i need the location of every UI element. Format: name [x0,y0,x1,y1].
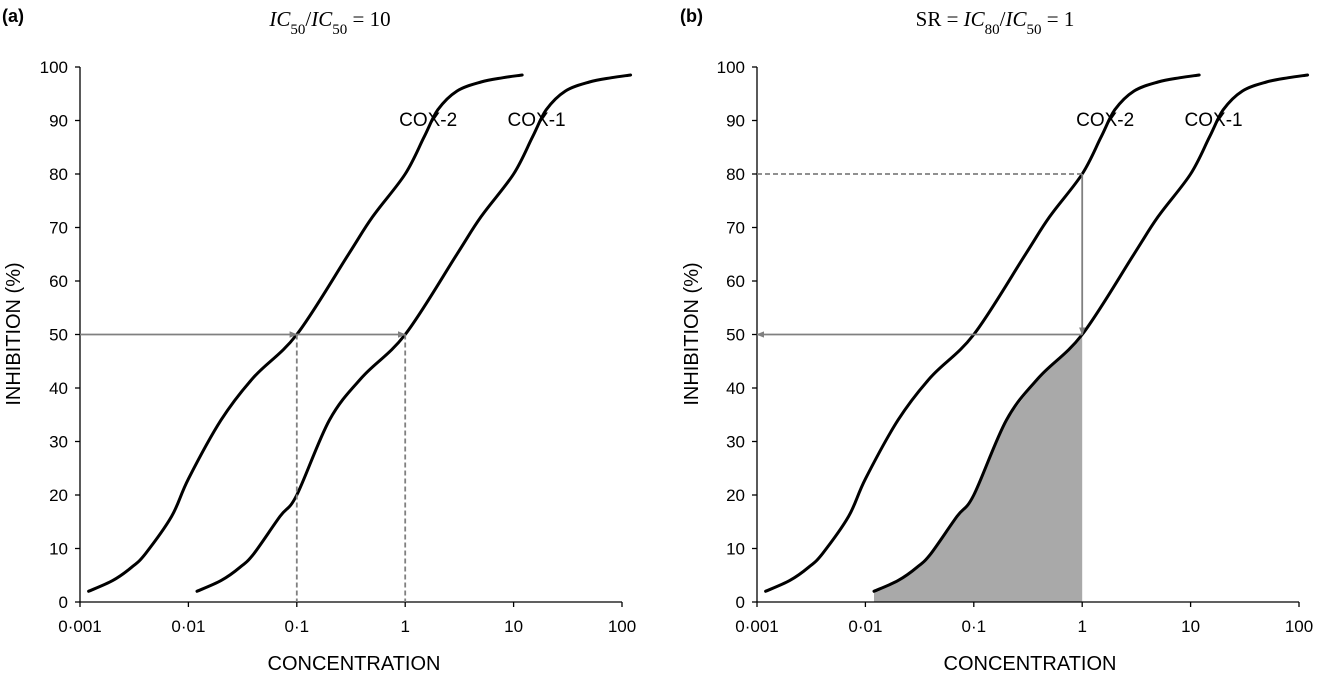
panel-a-cox-1-curve [195,73,633,593]
panel-b-title-part: 50 [1027,22,1042,38]
panel-b-cox-1-curve [872,73,1310,593]
panel-a-y-tick-label: 60 [49,272,68,291]
panel-b-chart: (b) SR = IC80/IC50 = 1 01020304050607080… [680,6,1313,675]
panel-b-x-tick-label: 10 [1181,617,1200,636]
panel-a-plot-area: 0 10 20 30 40 50 60 70 80 90 100 0·001 0·01 0·1 1 10 100… [40,58,637,636]
panel-a-y-tick-label: 90 [49,112,68,131]
panel-a-title-part: IC [310,7,333,31]
panel-b-letter: (b) [680,6,703,26]
panel-a-y-tick-label: 50 [49,326,68,345]
panel-a-title-part: = 10 [347,7,390,31]
panel-b-title: SR = IC80/IC50 = 1 [916,7,1075,38]
panel-b-x-tick-label: 0·1 [962,617,987,636]
panel-a-y-tick-label: 30 [49,433,68,452]
panel-a-x-tick-label: 0·01 [171,617,205,636]
panel-b-title-part: IC [963,7,986,31]
panel-a-y-tick-label: 10 [49,540,68,559]
panel-b-cox-2-curve [764,73,1201,593]
panel-b-y-tick-label: 80 [726,165,745,184]
panel-a-title: IC50/IC50 = 10 [268,7,390,38]
panel-a-title-part: / [305,7,311,31]
panel-a-chart: (a) IC50/IC50 = 10 010203040506070809010… [2,6,636,675]
panel-b-shaded-area [874,334,1083,602]
panel-a-x-tick-label: 10 [504,617,523,636]
panel-b-y-axis-label: INHIBITION (%) [681,262,703,405]
panel-a-y-tick-label: 0 [59,593,68,612]
panel-a-y-tick-label: 20 [49,486,68,505]
panel-b-x-axis-label: CONCENTRATION [944,653,1117,675]
panel-a-x-tick-label: 0·001 [58,617,101,636]
panel-b-title-part: IC [1005,7,1028,31]
panel-b-cox-2-label: COX-2 [1076,110,1134,131]
panel-b-y-tick-label: 70 [726,219,745,238]
panel-a-y-tick-label: 70 [49,219,68,238]
panel-b-y-tick-label: 60 [726,272,745,291]
panel-a-cox-2-label: COX-2 [399,110,457,131]
panel-b-x-tick-label: 0·001 [735,617,778,636]
panel-b-cox-1-label: COX-1 [1185,110,1243,131]
panel-b-title-part: 80 [985,22,1000,38]
panel-a-title-part: IC [268,7,291,31]
panel-a-y-axis-label: INHIBITION (%) [3,262,25,405]
panel-b-title-part: = 1 [1042,7,1075,31]
panel-a-x-tick-label: 100 [608,617,636,636]
panel-b-x-tick-label: 0·01 [848,617,882,636]
panel-b-y-tick-label: 50 [726,326,745,345]
panel-a-letter: (a) [2,6,24,26]
panel-a-y-tick-label: 100 [40,58,68,77]
panel-b-plot-area: 0 10 20 30 40 50 60 70 80 90 100 0·001 0·01 0·1 1 10 100… [717,58,1314,636]
panel-a-title-part: 50 [290,22,305,38]
panel-a-cox-1-label: COX-1 [508,110,566,131]
panel-a-y-tick-label: 80 [49,165,68,184]
panel-b-y-tick-label: 20 [726,486,745,505]
panel-b-title-part: SR = [916,7,964,31]
panel-a-cox-2-curve [87,73,524,593]
panel-b-y-tick-label: 100 [717,58,745,77]
panel-b-title-part: / [1000,7,1006,31]
panel-b-y-tick-label: 0 [736,593,745,612]
panel-b-x-tick-label: 100 [1285,617,1313,636]
panel-b-x-tick-label: 1 [1077,617,1086,636]
panel-b-y-tick-label: 90 [726,112,745,131]
panel-a-x-tick-label: 1 [400,617,409,636]
panel-a-y-tick-label: 40 [49,379,68,398]
panel-b-y-tick-label: 30 [726,433,745,452]
panel-a-x-axis-label: CONCENTRATION [268,653,441,675]
panel-b-y-tick-label: 40 [726,379,745,398]
panel-b-y-tick-label: 10 [726,540,745,559]
panel-a-title-part: 50 [332,22,347,38]
panel-a-x-tick-label: 0·1 [285,617,310,636]
